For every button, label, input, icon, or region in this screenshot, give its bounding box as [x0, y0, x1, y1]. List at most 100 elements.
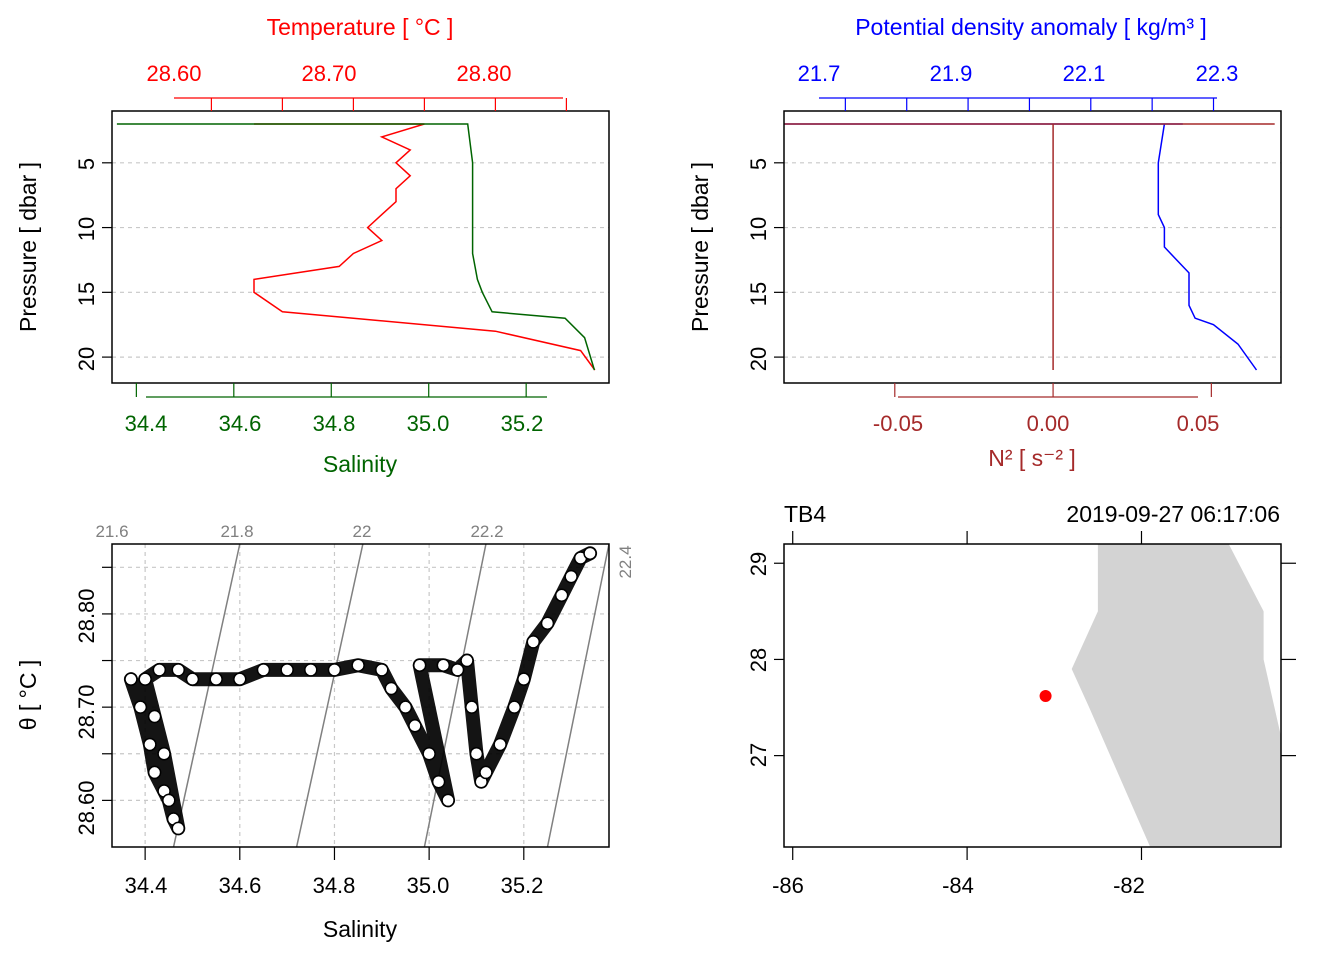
p2-y-axis-title: Pressure [ dbar ] [687, 162, 713, 332]
p2-grid [784, 162, 1281, 358]
p4-y-tick-label: 28 [746, 648, 771, 672]
ts-points [124, 546, 597, 836]
n2-profile-line [784, 123, 1275, 370]
p3-ticks [102, 566, 525, 860]
p3-y-tick-label: 28.70 [74, 684, 99, 739]
p2-y-tick-label: 5 [746, 158, 771, 170]
station-name: TB4 [784, 501, 826, 527]
p3-x-tick-label: 34.6 [219, 873, 262, 898]
p2-bottom-tick-label: 0.00 [1027, 411, 1070, 436]
p4-x-tick-label: -86 [772, 873, 804, 898]
p1-bottom-tick-label: 34.8 [313, 411, 356, 436]
p1-y-tick-label: 5 [74, 158, 99, 170]
p3-x-tick-label: 34.4 [125, 873, 168, 898]
p1-plot-frame [111, 110, 610, 384]
isopycnal-line [546, 544, 609, 847]
p2-bottom-tick-label: -0.05 [873, 411, 923, 436]
p4-plot-frame [783, 543, 1282, 848]
panel-density-profile: 21.7 21.9 22.1 22.3 Potential density an… [687, 14, 1282, 471]
ts-point [162, 793, 176, 808]
p1-y-tick-label: 15 [74, 282, 99, 306]
ts-point [375, 663, 389, 677]
ts-point [564, 569, 578, 584]
ts-point [133, 700, 148, 714]
panel-ts-profile: 28.60 28.70 28.80 Temperature [ °C ] 34.… [15, 14, 610, 477]
p2-top-tick-label: 21.9 [930, 61, 973, 86]
p2-bottom-axis-title: N² [ s⁻² ] [988, 445, 1076, 471]
p3-x-tick-label: 35.2 [501, 873, 544, 898]
ts-point [507, 700, 522, 714]
p2-ticks [774, 98, 1215, 397]
p1-top-axis-title: Temperature [ °C ] [267, 14, 454, 40]
ts-point [526, 635, 541, 649]
salinity-profile-line [116, 123, 596, 371]
p2-bottom-tick-label: 0.05 [1177, 411, 1220, 436]
panel-ts-diagram: 21.6 21.8 22 22.2 22.4 34.4 34.6 34.8 35… [15, 522, 635, 942]
ts-point [441, 793, 455, 808]
ts-point [157, 747, 171, 761]
p2-y-tick-label: 20 [746, 347, 771, 371]
ts-point [436, 658, 451, 672]
ts-point [540, 616, 555, 630]
p1-ticks [102, 98, 568, 397]
isopycnal-lines [112, 544, 609, 847]
p4-x-tick-label: -82 [1113, 873, 1145, 898]
p1-y-tick-label: 20 [74, 347, 99, 371]
ts-point [384, 681, 399, 696]
panel-map: TB4 2019-09-27 06:17:06 -86 -84 -82 27 2… [746, 501, 1296, 898]
p1-bottom-tick-label: 35.0 [407, 411, 450, 436]
ts-point [469, 747, 484, 761]
ts-point [493, 737, 507, 752]
p1-bottom-tick-label: 35.2 [501, 411, 544, 436]
ts-point [327, 663, 342, 677]
isopycnal-line [295, 544, 364, 847]
p1-y-tick-label: 10 [74, 217, 99, 241]
p1-bottom-tick-label: 34.4 [125, 411, 168, 436]
p1-bottom-axis-title: Salinity [323, 451, 398, 477]
station-marker [1039, 689, 1052, 702]
p3-plot-frame [111, 543, 610, 848]
p1-bottom-tick-label: 34.6 [219, 411, 262, 436]
density-profile-line [784, 123, 1258, 371]
ts-point [464, 700, 479, 714]
isopycnal-line [423, 544, 487, 847]
p3-x-axis-title: Salinity [323, 916, 398, 942]
ts-point [280, 663, 294, 677]
ts-point [124, 672, 138, 686]
p3-x-tick-label: 35.0 [407, 873, 450, 898]
isopycnal-label: 21.6 [95, 522, 128, 541]
ts-point [431, 774, 446, 789]
p2-top-tick-label: 21.7 [798, 61, 841, 86]
p2-y-tick-label: 15 [746, 282, 771, 306]
station-datetime: 2019-09-27 06:17:06 [1066, 501, 1280, 527]
ts-trace-line [123, 546, 598, 836]
p4-ticks [774, 531, 1296, 860]
p4-x-tick-label: -84 [942, 873, 974, 898]
p1-top-tick-label: 28.60 [146, 61, 201, 86]
ts-point [147, 709, 162, 724]
isopycnal-label: 22.4 [616, 545, 635, 578]
ts-point [171, 821, 186, 836]
ts-point [517, 672, 531, 686]
p2-top-tick-label: 22.1 [1063, 61, 1106, 86]
p1-grid [112, 162, 609, 358]
ts-point [256, 663, 271, 677]
ts-point [450, 663, 465, 677]
ts-point [422, 747, 436, 761]
isopycnal-label: 21.8 [220, 522, 253, 541]
ts-point [138, 672, 152, 686]
ts-point [398, 700, 413, 714]
temperature-profile-line [253, 123, 596, 371]
ts-point [554, 588, 569, 603]
p3-grid [112, 544, 609, 847]
p3-y-tick-label: 28.80 [74, 588, 99, 643]
p2-plot-frame [783, 110, 1282, 384]
isopycnal-label: 22 [353, 522, 372, 541]
p2-y-tick-label: 10 [746, 217, 771, 241]
p4-y-tick-label: 29 [746, 552, 771, 576]
p1-top-tick-label: 28.80 [456, 61, 511, 86]
p2-top-axis-title: Potential density anomaly [ kg/m³ ] [855, 14, 1207, 40]
ts-point [583, 546, 597, 561]
p4-y-tick-label: 27 [746, 743, 771, 767]
ts-point [209, 672, 223, 686]
